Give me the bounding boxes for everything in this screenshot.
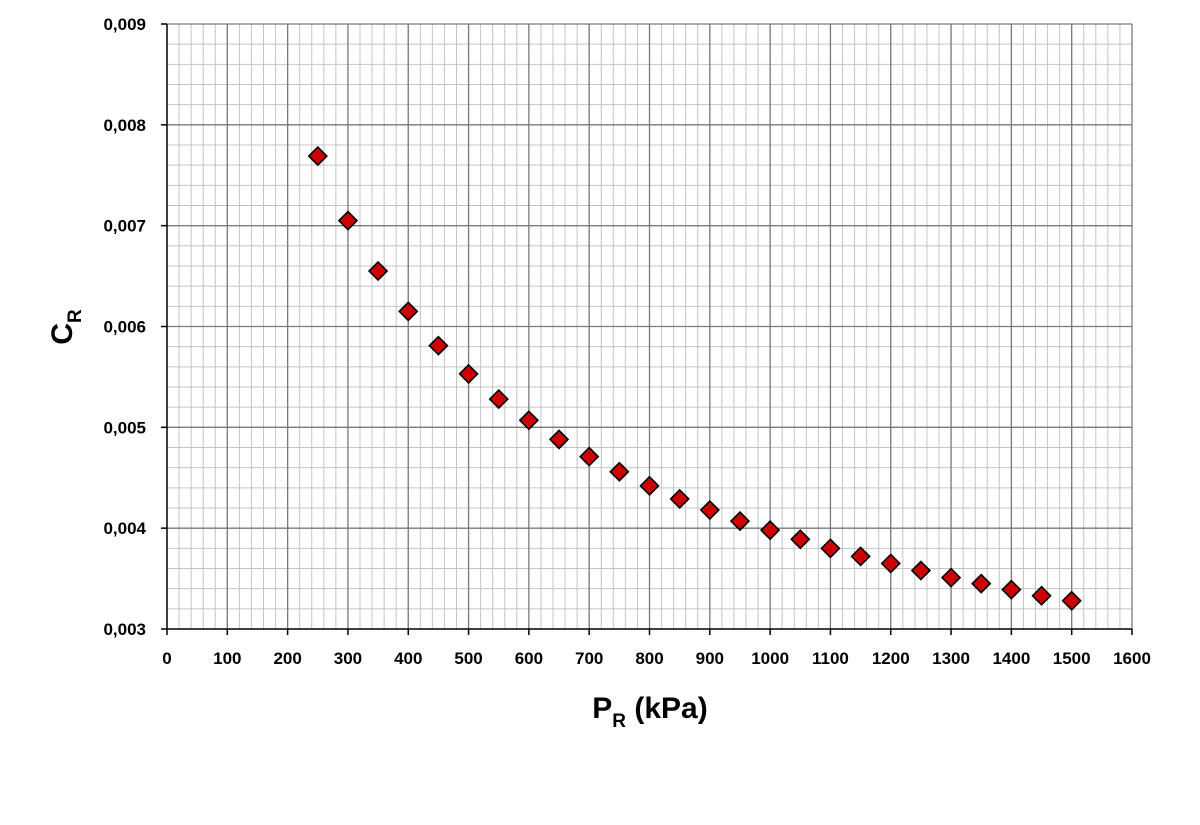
- y-tick-labels: 0,003 0,004 0,005 0,006 0,007 0,008 0,009: [103, 15, 146, 639]
- data-point: [669, 488, 690, 510]
- data-point: [971, 573, 992, 594]
- data-points: [307, 145, 1082, 611]
- data-point: [790, 529, 811, 550]
- data-point: [398, 301, 419, 322]
- x-tick-label: 1600: [1113, 649, 1151, 668]
- x-tick-labels: 0 100 200 300 400 500 600 700 800 900 1000 1100 1200…: [162, 649, 1151, 668]
- data-point: [729, 510, 751, 532]
- x-tick-label: 600: [515, 649, 543, 668]
- y-axis-title-subscript: R: [65, 309, 86, 323]
- x-axis-title-unit: (kPa): [626, 692, 708, 725]
- y-tick-label: 0,003: [103, 620, 146, 639]
- y-tick-label: 0,006: [103, 318, 146, 337]
- x-axis-title: PR (kPa): [592, 692, 707, 732]
- y-tick-label: 0,007: [103, 217, 146, 236]
- x-tick-label: 1500: [1053, 649, 1091, 668]
- data-point: [880, 553, 901, 574]
- x-tick-label: 1000: [751, 649, 789, 668]
- data-point: [850, 546, 871, 567]
- x-tick-label: 1300: [932, 649, 970, 668]
- data-point: [367, 260, 389, 282]
- data-point: [699, 499, 720, 521]
- data-point: [609, 461, 630, 482]
- y-tick-label: 0,008: [103, 116, 146, 135]
- x-axis-title-subscript: R: [612, 711, 626, 732]
- data-point: [1061, 590, 1082, 611]
- data-point: [458, 363, 479, 385]
- data-point: [307, 145, 328, 167]
- x-tick-label: 300: [334, 649, 362, 668]
- y-axis-title: CR: [46, 309, 86, 345]
- data-point: [548, 429, 570, 450]
- x-tick-label: 100: [213, 649, 241, 668]
- y-tick-label: 0,005: [103, 418, 146, 437]
- data-point: [337, 210, 359, 231]
- axes: [161, 23, 1133, 635]
- x-tick-label: 1400: [992, 649, 1030, 668]
- data-point: [428, 335, 449, 356]
- x-tick-label: 500: [454, 649, 482, 668]
- y-tick-label: 0,009: [103, 15, 146, 34]
- data-point: [910, 560, 932, 581]
- data-point: [1001, 579, 1022, 600]
- x-tick-label: 0: [162, 649, 171, 668]
- major-gridlines: [167, 23, 1133, 629]
- data-point: [1031, 585, 1052, 606]
- data-point: [518, 410, 540, 431]
- y-axis-title-main: C: [46, 323, 79, 345]
- data-point: [759, 520, 781, 541]
- x-tick-label: 1200: [872, 649, 910, 668]
- data-point: [940, 567, 962, 588]
- x-tick-label: 900: [696, 649, 724, 668]
- x-tick-label: 1100: [812, 649, 849, 668]
- x-tick-label: 400: [394, 649, 422, 668]
- data-point: [579, 446, 600, 467]
- x-tick-label: 700: [575, 649, 603, 668]
- y-tick-label: 0,004: [103, 519, 146, 538]
- x-tick-label: 800: [635, 649, 663, 668]
- data-point: [820, 538, 841, 559]
- data-point: [488, 388, 509, 410]
- data-point: [639, 475, 660, 496]
- x-tick-label: 200: [273, 649, 301, 668]
- x-axis-title-main: P: [592, 692, 612, 725]
